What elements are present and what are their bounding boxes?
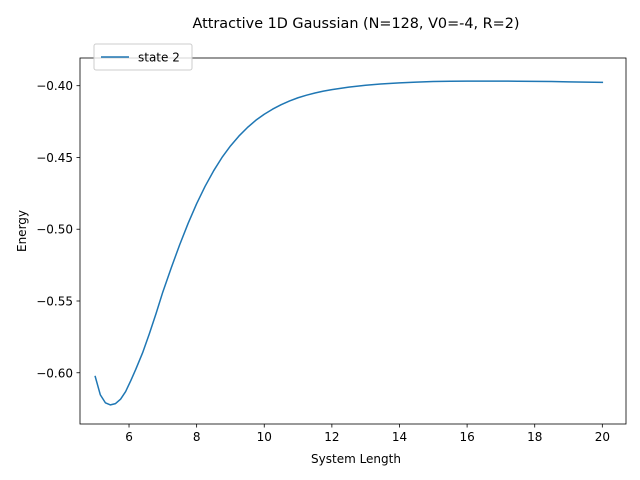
x-tick-label: 18 [527, 430, 542, 444]
x-tick-label: 12 [324, 430, 339, 444]
plot-area: 6 8 10 12 14 16 18 20 −0.60 −0.55 −0.50 −0.45 −0.40 [36, 57, 627, 444]
x-tick-label: 20 [595, 430, 610, 444]
x-tick-label: 6 [125, 430, 133, 444]
x-tick-label: 16 [459, 430, 474, 444]
legend: state 2 [93, 43, 193, 71]
legend-box [93, 43, 193, 71]
y-tick-label: −0.50 [36, 223, 73, 237]
x-axis-label: System Length [311, 452, 401, 466]
y-axis-label: Energy [15, 210, 29, 252]
y-tick-label: −0.40 [36, 79, 73, 93]
y-tick-label: −0.55 [36, 294, 73, 308]
legend-label: state 2 [138, 51, 180, 65]
x-tick-label: 8 [193, 430, 201, 444]
x-tick-label: 14 [392, 430, 407, 444]
chart-title: Attractive 1D Gaussian (N=128, V0=-4, R=… [193, 16, 520, 32]
series-line-0 [94, 80, 604, 406]
y-tick-label: −0.60 [36, 366, 73, 380]
y-tick-label: −0.45 [36, 151, 73, 165]
axes-frame [79, 57, 627, 425]
x-tick-label: 10 [257, 430, 272, 444]
